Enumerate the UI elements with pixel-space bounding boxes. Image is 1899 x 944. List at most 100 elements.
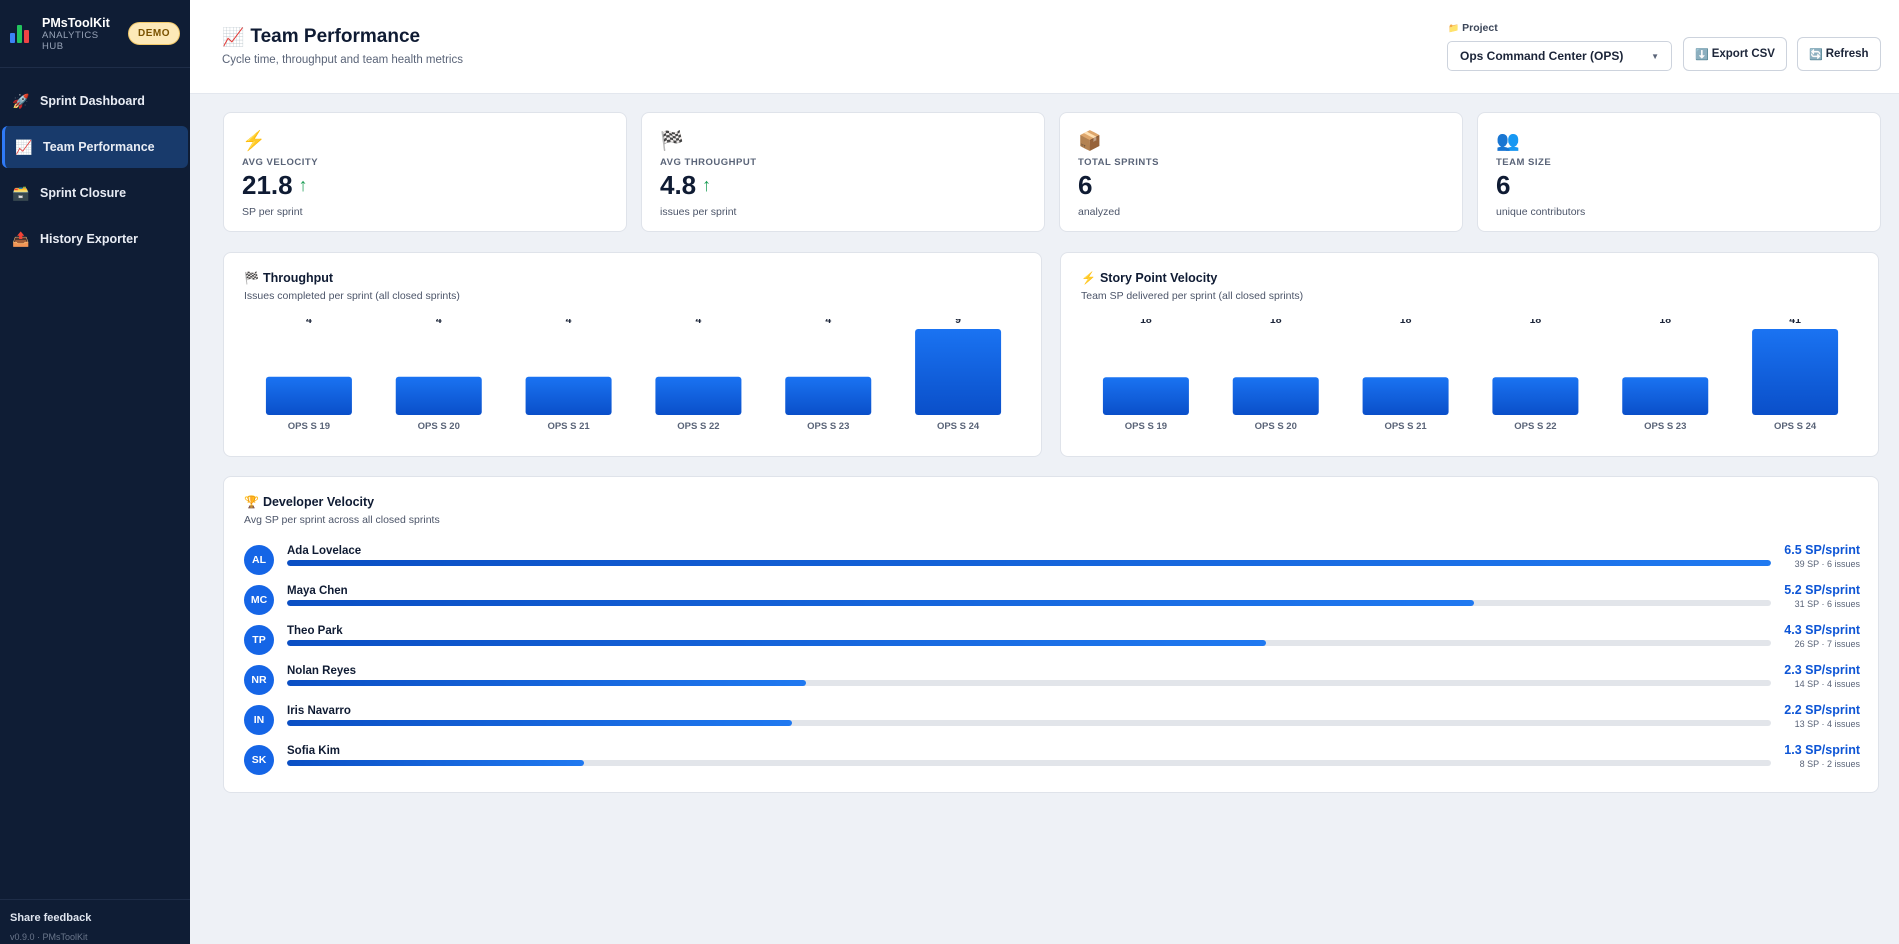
throughput-bar-chart: 4 OPS S 19 4 OPS S 20 4 OPS S 21 4 OPS S 22 4 OPS…: [265, 319, 1002, 432]
stat-value: 6: [1078, 170, 1444, 200]
bar-value-label: 18: [1530, 319, 1542, 326]
avatar: TP: [244, 625, 274, 655]
velocity-bar-chart: 18 OPS S 19 18 OPS S 20 18 OPS S 21 18 OPS S 22…: [1102, 319, 1839, 432]
avatar: MC: [244, 585, 274, 615]
stat-note: analyzed: [1078, 206, 1121, 218]
developer-meta: 31 SP · 6 issues: [1794, 599, 1860, 609]
x-tick-label: OPS S 20: [1255, 421, 1297, 432]
stat-value: 21.8 ↑: [242, 170, 608, 200]
stat-value-text: 4.8: [660, 169, 697, 200]
bar-value-label: 18: [1400, 319, 1412, 326]
sidebar-item-history-exporter[interactable]: 📤 History Exporter: [2, 218, 188, 260]
sidebar-item-label: Sprint Closure: [40, 186, 127, 200]
page-title: 📈 Team Performance: [222, 26, 420, 48]
velocity-bar-track: [287, 600, 1771, 606]
bar: [655, 376, 742, 415]
stat-card-avg-throughput: 🏁 AVG THROUGHPUT 4.8 ↑ issues per sprint: [641, 112, 1045, 232]
outbox-tray-icon: 📤: [12, 230, 30, 247]
developer-row: MC Maya Chen 5.2 SP/sprint 31 SP · 6 issues: [244, 583, 1860, 617]
developer-meta: 14 SP · 4 issues: [1794, 679, 1860, 689]
x-tick-label: OPS S 22: [677, 421, 719, 432]
bar: [1232, 377, 1319, 415]
card-title: 🏁 Throughput: [244, 271, 1021, 285]
x-tick-label: OPS S 24: [1774, 421, 1817, 432]
bar: [915, 329, 1002, 415]
developer-name: Nolan Reyes: [287, 665, 357, 677]
stat-card-avg-velocity: ⚡ AVG VELOCITY 21.8 ↑ SP per sprint: [223, 112, 627, 232]
bar-value-label: 18: [1659, 319, 1671, 326]
avatar: IN: [244, 705, 274, 735]
developer-row: NR Nolan Reyes 2.3 SP/sprint 14 SP · 4 issu…: [244, 663, 1860, 697]
rocket-icon: 🚀: [12, 92, 30, 109]
x-tick-label: OPS S 21: [547, 421, 590, 432]
project-label-text: Project: [1462, 22, 1498, 34]
chart-increasing-icon: 📈: [222, 26, 245, 47]
checkered-flag-icon: 🏁: [660, 131, 684, 152]
stat-value-text: 6: [1078, 169, 1093, 200]
card-title: 🏆 Developer Velocity: [244, 495, 1858, 509]
share-feedback-link[interactable]: Share feedback: [10, 912, 92, 924]
bar: [1362, 377, 1449, 415]
card-title: ⚡ Story Point Velocity: [1081, 271, 1858, 285]
velocity-bar-track: [287, 720, 1771, 726]
developer-rate: 6.5 SP/sprint: [1784, 543, 1860, 557]
developer-name: Theo Park: [287, 625, 343, 637]
bar: [785, 376, 872, 415]
chart-increasing-icon: 📈: [15, 138, 33, 155]
export-csv-label: Export CSV: [1711, 48, 1775, 60]
x-tick-label: OPS S 24: [937, 421, 980, 432]
bar-value-label: 18: [1140, 319, 1152, 326]
arrow-up-icon: ↑: [702, 174, 712, 195]
bar-value-label: 4: [436, 319, 442, 326]
developer-meta: 13 SP · 4 issues: [1794, 719, 1860, 729]
brand-name: PMsToolKit: [42, 15, 110, 30]
bar: [525, 376, 612, 415]
sidebar-item-sprint-dashboard[interactable]: 🚀 Sprint Dashboard: [2, 80, 188, 122]
developer-name: Sofia Kim: [287, 745, 341, 757]
sidebar-item-team-performance[interactable]: 📈 Team Performance: [2, 126, 188, 168]
project-select-value: Ops Command Center (OPS): [1460, 49, 1624, 63]
stat-value-text: 21.8: [242, 169, 293, 200]
card-title-text: Story Point Velocity: [1099, 271, 1218, 285]
velocity-card: ⚡ Story Point Velocity Team SP delivered…: [1060, 252, 1879, 457]
card-subtitle: Issues completed per sprint (all closed …: [244, 290, 460, 302]
stat-note: SP per sprint: [242, 206, 303, 218]
page-subtitle: Cycle time, throughput and team health m…: [222, 54, 463, 66]
stat-label: TOTAL SPRINTS: [1078, 157, 1159, 168]
developer-name: Iris Navarro: [287, 705, 351, 717]
lightning-icon: ⚡: [242, 131, 266, 152]
avatar: SK: [244, 745, 274, 775]
demo-badge: DEMO: [128, 22, 180, 45]
velocity-bar-track: [287, 680, 1771, 686]
bar: [395, 376, 482, 415]
stat-value: 4.8 ↑: [660, 170, 1026, 200]
chevron-down-icon: ▼: [1651, 51, 1659, 61]
bar-value-label: 18: [1270, 319, 1282, 326]
people-icon: 👥: [1496, 131, 1520, 152]
developer-rate: 2.3 SP/sprint: [1784, 663, 1860, 677]
bar: [1622, 377, 1709, 415]
stat-label: TEAM SIZE: [1496, 157, 1552, 168]
card-title-text: Throughput: [262, 271, 334, 285]
refresh-label: Refresh: [1825, 48, 1869, 60]
page-header: 📈 Team Performance Cycle time, throughpu…: [190, 0, 1899, 94]
velocity-bar-fill: [287, 600, 1475, 606]
bar-value-label: 4: [566, 319, 572, 326]
refresh-button[interactable]: 🔄 Refresh: [1797, 37, 1881, 71]
page-title-text: Team Performance: [250, 26, 421, 47]
developer-meta: 26 SP · 7 issues: [1794, 639, 1860, 649]
developer-rate: 2.2 SP/sprint: [1784, 703, 1860, 717]
sidebar-nav: 🚀 Sprint Dashboard 📈 Team Performance 🗃️…: [0, 68, 190, 260]
bar-chart-logo-icon: [10, 23, 32, 45]
export-csv-button[interactable]: ⬇️ Export CSV: [1683, 37, 1787, 71]
bar-value-label: 4: [695, 319, 701, 326]
velocity-bar-track: [287, 640, 1771, 646]
velocity-bar-track: [287, 760, 1771, 766]
avatar: NR: [244, 665, 274, 695]
refresh-icon: 🔄: [1809, 48, 1823, 61]
stat-value-text: 6: [1496, 169, 1511, 200]
sidebar-item-sprint-closure[interactable]: 🗃️ Sprint Closure: [2, 172, 188, 214]
project-select[interactable]: Ops Command Center (OPS) ▼: [1447, 41, 1672, 71]
lightning-icon: ⚡: [1081, 271, 1096, 285]
developer-rate: 1.3 SP/sprint: [1784, 743, 1860, 757]
